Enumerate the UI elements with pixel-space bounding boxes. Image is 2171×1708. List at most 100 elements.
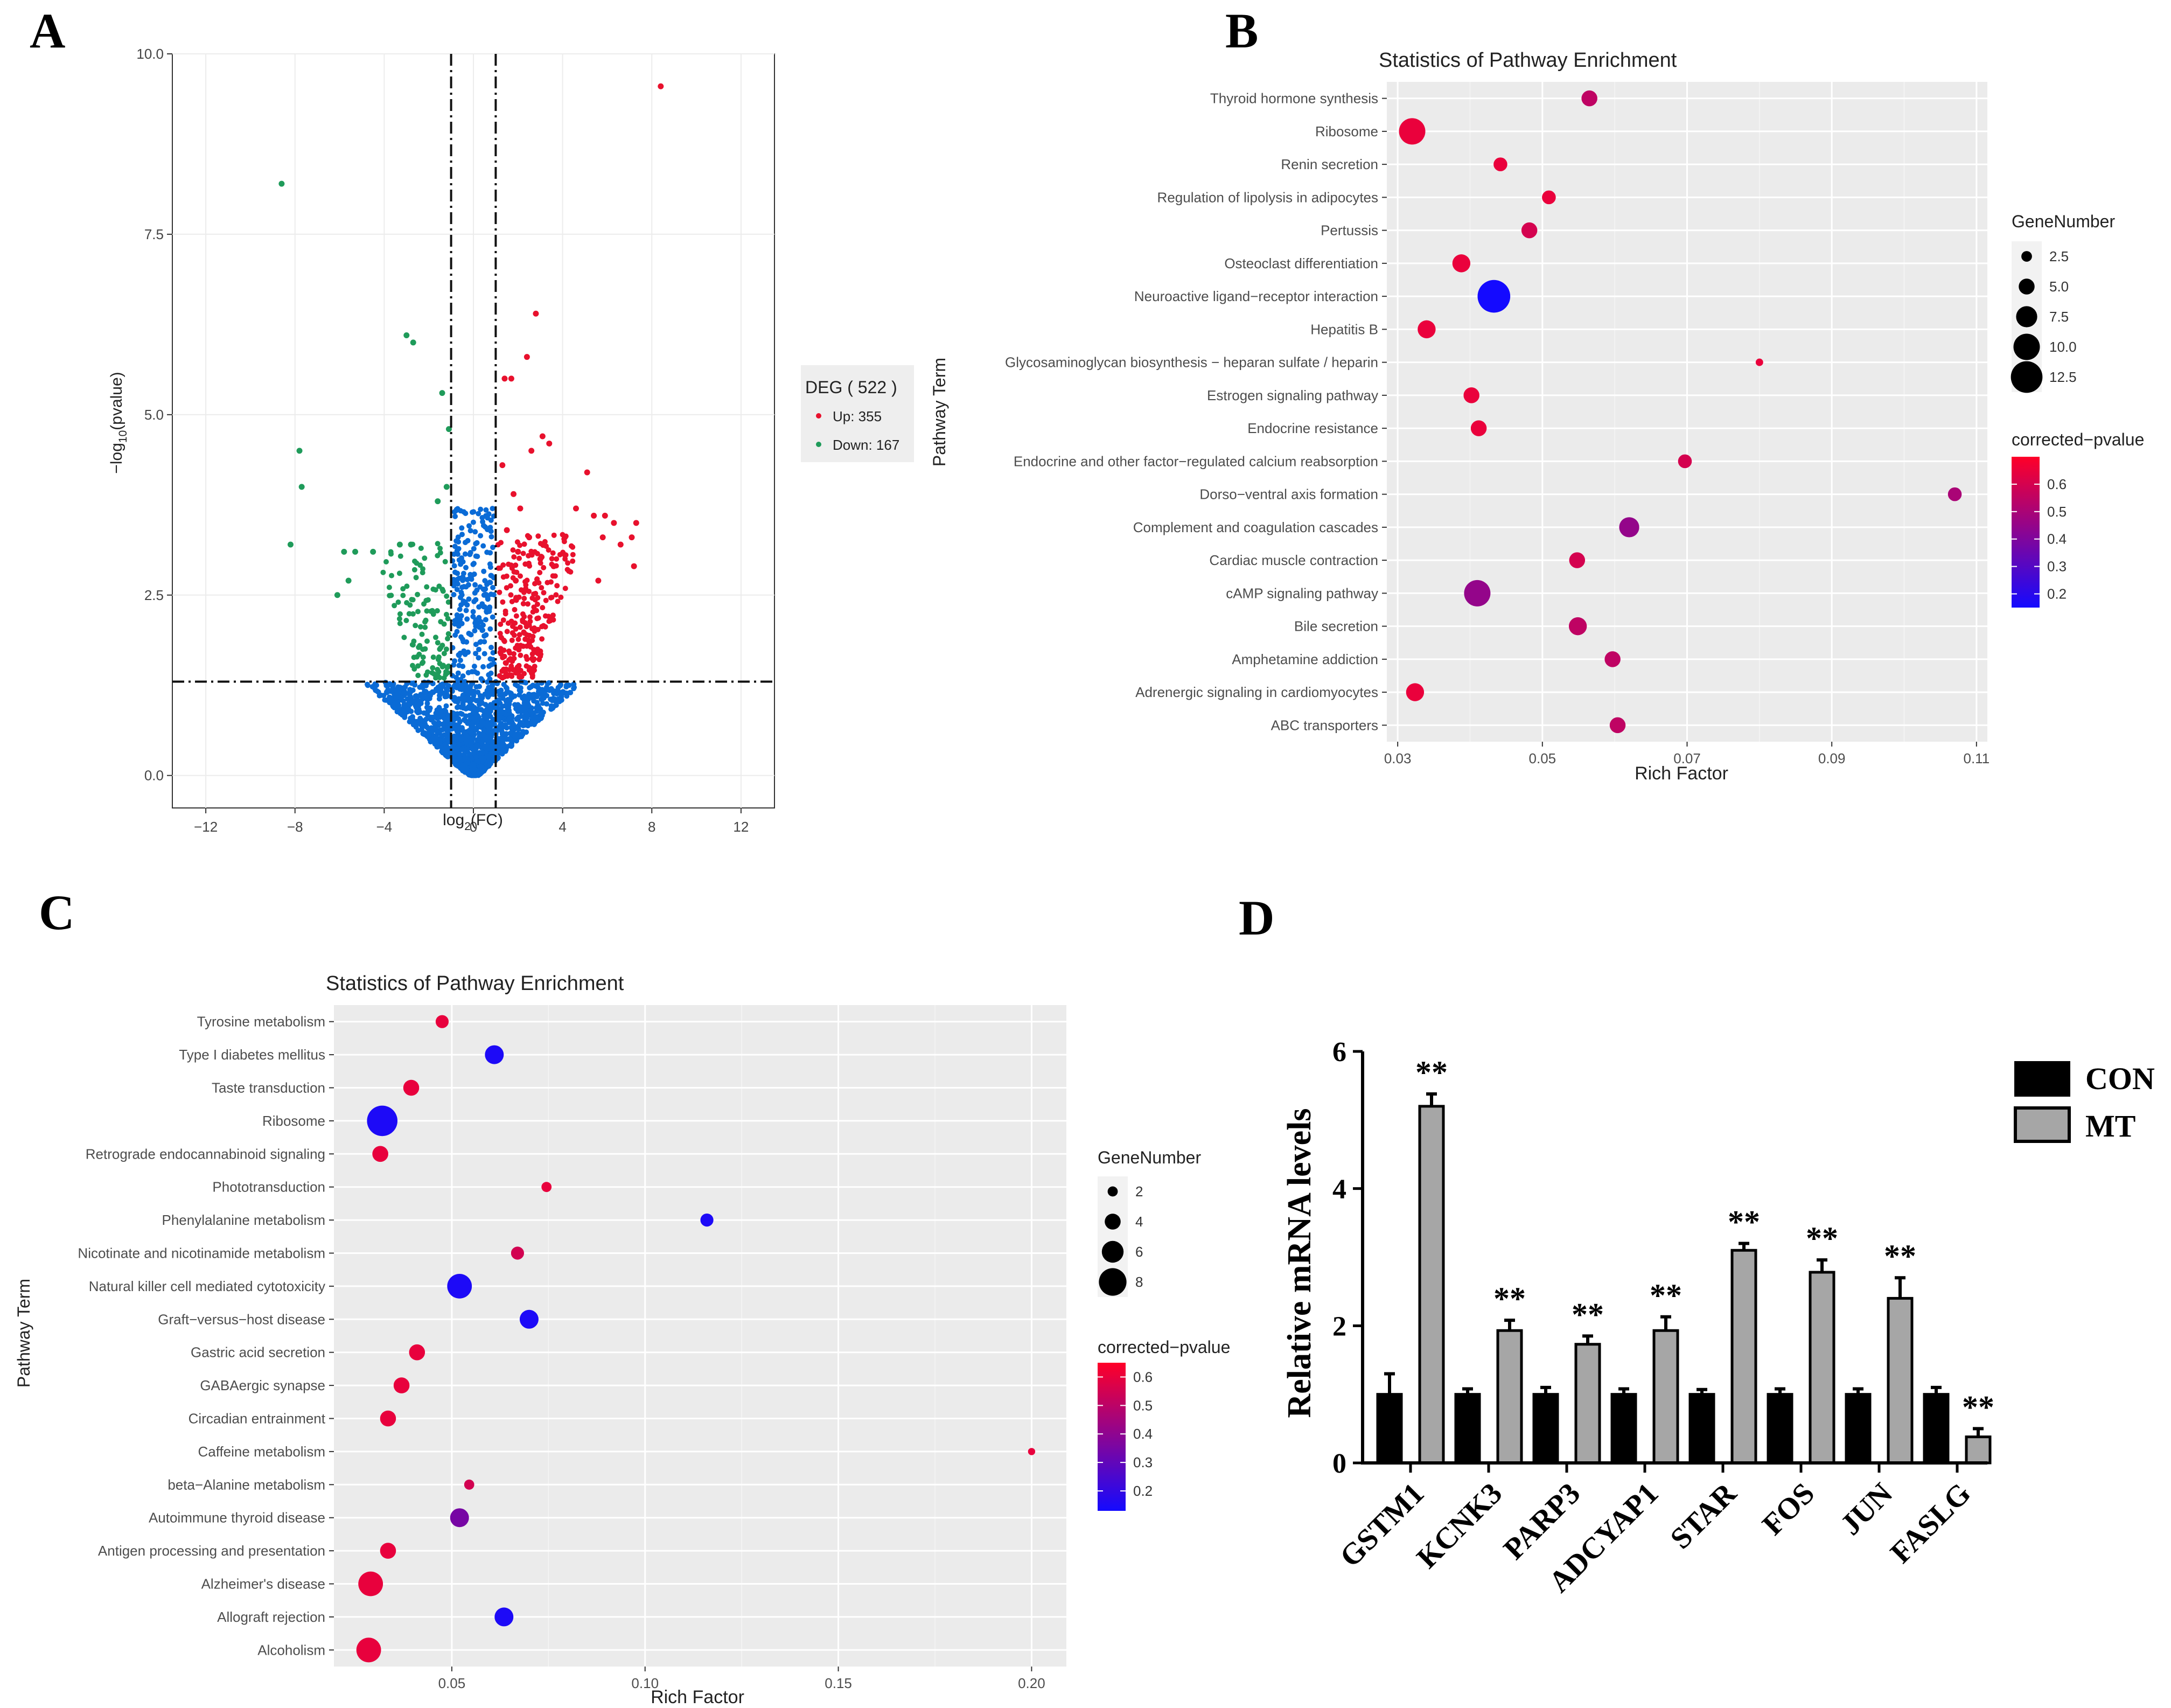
volcano-ns-point [502, 712, 508, 717]
volcano-up-point [520, 611, 526, 617]
volcano-ns-point [466, 751, 472, 757]
volcano-down-point [435, 667, 441, 672]
volcano-up-point [532, 628, 537, 634]
volcano-down-point [406, 611, 412, 617]
volcano-up-point [629, 534, 635, 541]
bar-con [1688, 1393, 1715, 1465]
volcano-ns-point [487, 761, 493, 766]
volcano-down-point [422, 555, 428, 561]
volcano-ns-point [430, 734, 436, 740]
volcano-down-point [383, 559, 389, 564]
volcano-ns-point [555, 696, 561, 702]
size-legend-dot [2021, 251, 2032, 262]
volcano-ns-point [476, 511, 481, 517]
pathway-dot [1678, 454, 1692, 469]
volcano-ns-point [490, 545, 495, 550]
volcano-ns-point [462, 551, 468, 557]
volcano-ns-point [457, 606, 463, 612]
c-pathway-terms: Tyrosine metabolism Type I diabetes melli… [78, 1014, 334, 1658]
volcano-ns-point [444, 694, 449, 700]
volcano-ns-point [480, 586, 486, 592]
volcano-down-point [411, 567, 417, 573]
volcano-down-point [438, 645, 444, 651]
panel-b: B Statistics of Pathway Enrichment Thyro… [930, 3, 2144, 784]
significance-marker: ** [1493, 1281, 1526, 1316]
volcano-ns-point [469, 744, 475, 750]
volcano-ns-point [465, 649, 471, 655]
volcano-up-point [554, 556, 560, 562]
volcano-up-point [522, 561, 528, 567]
volcano-ns-point [428, 714, 434, 720]
d-bars: ** ** ** ** ** ** ** ** [1376, 1055, 1994, 1465]
legend-up-label: Up: 355 [833, 408, 882, 424]
volcano-ns-point [509, 715, 514, 721]
b-pathway-terms: Thyroid hormone synthesis Ribosome Renin s… [1005, 90, 1387, 733]
volcano-up-point [573, 505, 579, 512]
pvalue-colorbar [1098, 1363, 1126, 1511]
volcano-ns-point [452, 513, 458, 519]
volcano-ns-point [548, 706, 554, 712]
volcano-ns-point [481, 708, 487, 714]
volcano-ns-point [471, 546, 477, 552]
volcano-ns-point [518, 688, 523, 694]
d-y-tick-label: 2 [1332, 1311, 1346, 1342]
volcano-ns-point [459, 525, 465, 531]
pathway-term-label: Allograft rejection [217, 1609, 325, 1625]
volcano-ns-point [544, 685, 549, 691]
b-y-axis-title: Pathway Term [930, 358, 949, 466]
volcano-up-point [591, 512, 597, 519]
volcano-ns-point [554, 691, 560, 696]
x-tick-label: 0.07 [1673, 750, 1701, 766]
c-x-ticks: 0.05 0.10 0.15 0.20 [438, 1667, 1045, 1691]
volcano-ns-point [417, 709, 423, 715]
pathway-term-label: Glycosaminoglycan biosynthesis − heparan… [1005, 354, 1378, 371]
volcano-ns-point [502, 748, 508, 754]
volcano-up-point [562, 585, 568, 591]
c-chart-title: Statistics of Pathway Enrichment [326, 972, 624, 995]
volcano-ns-point [523, 721, 529, 727]
volcano-x-tick-label: −12 [194, 819, 218, 835]
volcano-x-tick-label: −8 [287, 819, 303, 835]
panel-label-a: A [30, 3, 65, 58]
volcano-ns-point [476, 655, 481, 661]
volcano-up-point [513, 613, 519, 619]
volcano-ns-point [453, 685, 459, 691]
colorbar-tick-label: 0.4 [2047, 531, 2067, 547]
volcano-down-point [437, 546, 443, 552]
volcano-ns-point [538, 715, 544, 721]
volcano-ns-point [522, 709, 528, 715]
volcano-ns-point [456, 539, 462, 545]
volcano-ns-point [442, 708, 448, 714]
volcano-ns-point [466, 704, 472, 710]
volcano-ns-point [445, 717, 451, 723]
volcano-down-point [404, 583, 410, 589]
volcano-down-point [404, 600, 410, 605]
volcano-up-point [633, 520, 639, 526]
size-legend-label: 12.5 [2049, 369, 2077, 385]
b-legend: GeneNumber corrected−pvalue 2.5 5.0 7.5 10.… [2011, 212, 2144, 608]
volcano-ns-point [546, 680, 552, 686]
volcano-ns-point [508, 742, 514, 748]
volcano-up-point [631, 563, 637, 569]
volcano-ns-point [557, 682, 563, 688]
volcano-down-point [444, 593, 450, 599]
pathway-dot [447, 1274, 472, 1299]
volcano-up-point [508, 375, 514, 382]
pathway-dot [541, 1182, 552, 1193]
pathway-term-label: Antigen processing and presentation [98, 1543, 325, 1559]
volcano-up-point [602, 512, 608, 519]
volcano-up-point [524, 656, 530, 662]
volcano-up-point [570, 552, 576, 557]
volcano-ns-point [479, 768, 485, 774]
volcano-down-point [424, 608, 430, 614]
volcano-down-point [412, 559, 417, 564]
d-legend: CON MT [2014, 1061, 2155, 1144]
volcano-ns-point [483, 507, 489, 513]
colorbar-tick-label: 0.5 [1133, 1397, 1153, 1413]
volcano-up-point [617, 541, 624, 548]
volcano-ns-point [477, 693, 483, 699]
bar-mt [1496, 1329, 1523, 1465]
volcano-down-point [387, 592, 393, 598]
volcano-ns-point [491, 592, 497, 598]
